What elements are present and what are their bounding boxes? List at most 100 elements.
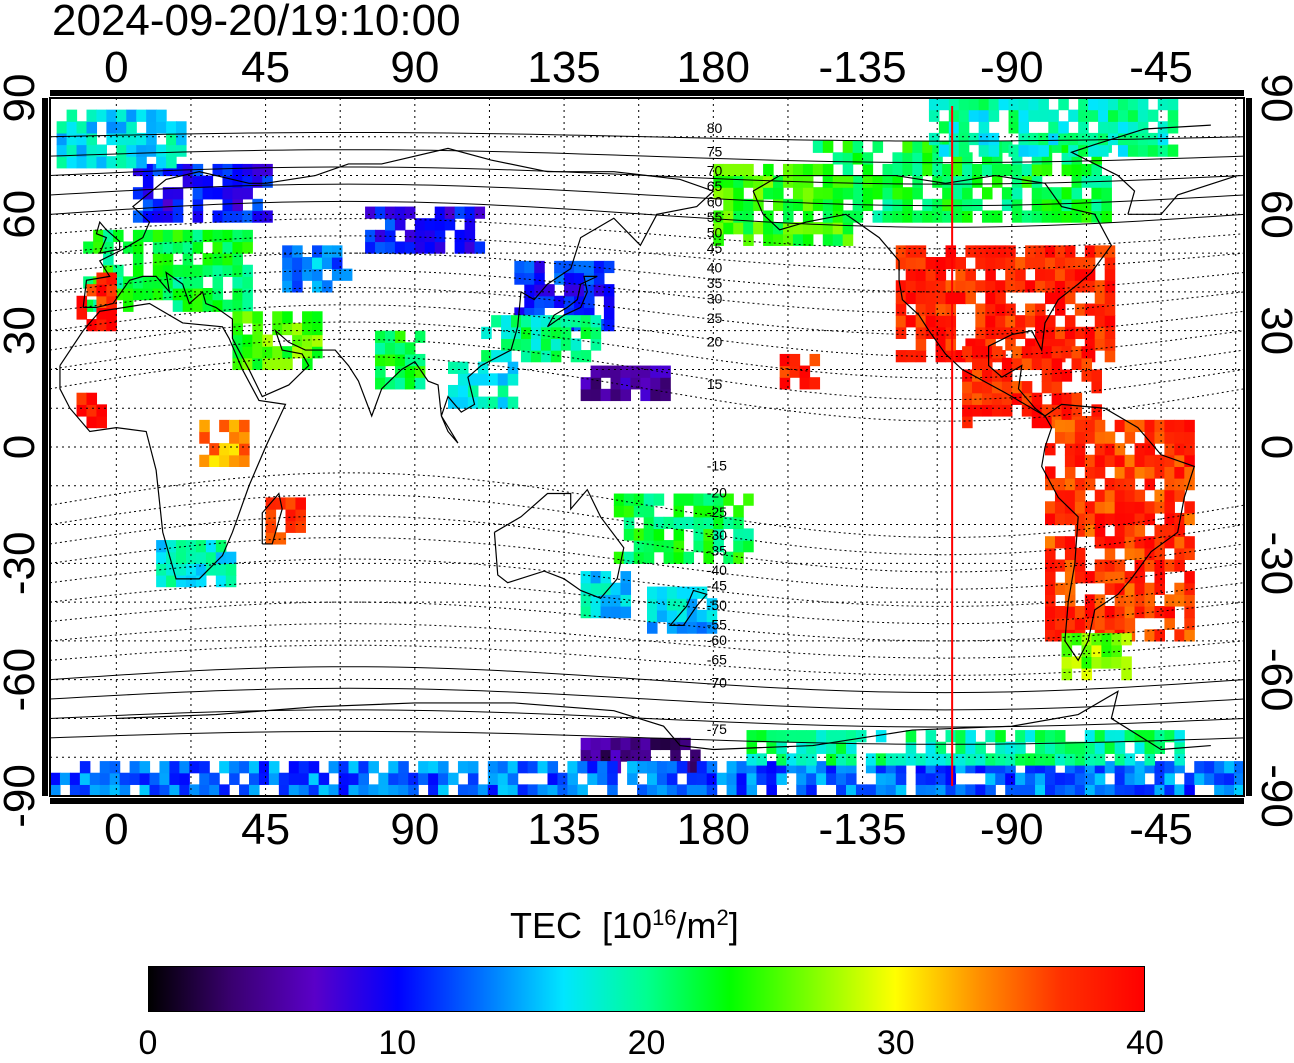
tec-cell (1025, 315, 1036, 328)
tec-cell (902, 152, 913, 165)
tec-cell (169, 784, 180, 797)
tec-cell (822, 140, 834, 153)
tec-cell (487, 772, 499, 785)
tec-cell (962, 163, 973, 177)
tec-cell (915, 280, 927, 293)
tec-cell (56, 132, 68, 146)
tec-cell (743, 493, 754, 506)
tec-cell (537, 784, 549, 797)
tec-cell (613, 505, 625, 518)
tec-cell (1134, 784, 1146, 797)
tec-cell (895, 761, 907, 774)
tec-cell (981, 392, 993, 405)
tec-cell (1005, 761, 1016, 774)
tec-cell (540, 338, 552, 351)
timestamp: 2024-09-20/19:10:00 (52, 0, 461, 45)
tec-cell (1124, 454, 1136, 467)
tec-cell (1008, 121, 1020, 134)
tec-cell (875, 784, 887, 797)
tec-cell (1144, 761, 1156, 774)
tec-cell (935, 326, 947, 340)
tec-cell (693, 516, 704, 530)
tec-cell (1094, 454, 1106, 467)
tec-cell (1078, 121, 1089, 134)
tec-cell (726, 772, 738, 785)
tec-cell (1084, 454, 1096, 467)
tec-cell (152, 198, 164, 212)
tec-cell (1078, 132, 1089, 146)
tec-cell (1094, 280, 1106, 293)
tec-cell (497, 784, 509, 797)
tec-cell (972, 392, 983, 405)
tec-cell (232, 346, 243, 359)
tec-cell (1061, 668, 1073, 681)
tec-cell (570, 338, 582, 351)
tec-cell (723, 551, 734, 564)
tec-cell (925, 761, 937, 774)
tec-cell (1134, 594, 1146, 607)
tec-cell (282, 245, 293, 258)
tec-cell (836, 761, 847, 774)
tec-cell (1028, 132, 1039, 146)
tec-cell (623, 551, 635, 564)
tec-cell (912, 175, 923, 188)
tec-cell (222, 264, 234, 277)
tec-region-hawaii (779, 353, 821, 390)
tec-cell (985, 753, 996, 766)
tec-cell (156, 121, 167, 134)
tec-cell (607, 784, 618, 797)
tec-cell (922, 152, 933, 165)
tec-cell (633, 551, 645, 564)
tec-cell (583, 272, 595, 285)
tec-cell (683, 551, 695, 564)
contour-line (49, 356, 1245, 422)
tec-cell (384, 241, 396, 254)
tec-cell (192, 187, 204, 200)
tec-region-south-africa (156, 540, 237, 588)
tec-cell (132, 276, 144, 289)
tec-cell (132, 288, 144, 301)
tec-cell (348, 784, 360, 797)
tec-cell (1038, 144, 1049, 157)
tec-cell (242, 299, 253, 312)
tec-cell (1174, 524, 1185, 537)
tec-cell (1084, 753, 1096, 766)
tec-cell (341, 268, 353, 281)
tec-cell (846, 772, 857, 785)
tec-cell (988, 132, 1000, 146)
tec-cell (215, 540, 227, 553)
tec-cell (1184, 605, 1195, 619)
tec-cell (1061, 404, 1073, 417)
tec-cell (683, 516, 695, 530)
tec-cell (743, 163, 754, 177)
tec-cell (106, 272, 117, 285)
tec-cell (1184, 629, 1195, 642)
tec-cell (915, 338, 927, 351)
tec-cell (965, 784, 976, 797)
tec-cell (802, 233, 814, 246)
tec-cell (610, 388, 622, 402)
tec-cell (215, 551, 227, 564)
tec-cell (212, 299, 224, 312)
tec-cell (1114, 571, 1126, 584)
tec-cell (1144, 478, 1156, 491)
tec-cell (981, 346, 993, 359)
top-lon-label: -135 (819, 43, 907, 92)
contour-label: 70 (707, 163, 723, 179)
tec-cell (365, 206, 376, 219)
tec-cell (991, 392, 1003, 405)
tec-cell (1124, 784, 1136, 797)
tec-cell (152, 210, 164, 223)
tec-cell (862, 187, 874, 200)
tec-cell (1174, 547, 1185, 561)
tec-cell (693, 540, 704, 553)
tec-cell (620, 749, 632, 762)
tec-cell (743, 233, 754, 246)
tec-cell (467, 772, 479, 785)
tec-cell (457, 373, 469, 386)
tec-cell (733, 210, 744, 223)
tec-cell (1164, 559, 1175, 572)
tec-cell (660, 388, 671, 402)
tec-cell (1061, 644, 1073, 657)
tec-cell (1005, 753, 1016, 766)
